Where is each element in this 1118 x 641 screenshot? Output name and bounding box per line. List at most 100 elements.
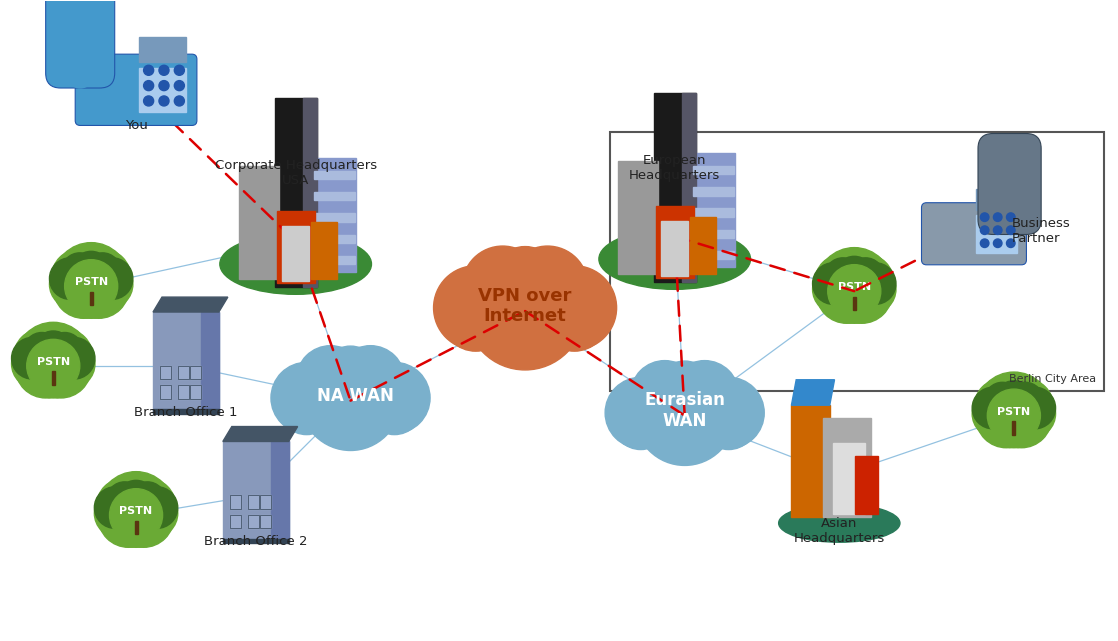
Polygon shape bbox=[313, 158, 357, 272]
Circle shape bbox=[174, 65, 184, 75]
Circle shape bbox=[605, 378, 676, 449]
Circle shape bbox=[813, 265, 862, 314]
FancyBboxPatch shape bbox=[46, 0, 115, 88]
Bar bbox=[248, 515, 259, 528]
Bar bbox=[178, 366, 189, 379]
Circle shape bbox=[1006, 389, 1055, 438]
Bar bbox=[89, 292, 93, 305]
Text: Berlin City Area: Berlin City Area bbox=[1008, 374, 1096, 384]
Polygon shape bbox=[823, 418, 871, 517]
Bar bbox=[229, 515, 241, 528]
Bar bbox=[248, 495, 259, 509]
Circle shape bbox=[72, 251, 111, 290]
Circle shape bbox=[671, 361, 739, 429]
Circle shape bbox=[68, 258, 129, 319]
Text: PSTN: PSTN bbox=[837, 282, 871, 292]
Bar bbox=[314, 192, 354, 201]
Circle shape bbox=[174, 81, 184, 90]
Circle shape bbox=[27, 339, 79, 392]
FancyBboxPatch shape bbox=[978, 133, 1041, 235]
Bar bbox=[222, 538, 288, 543]
Circle shape bbox=[110, 488, 162, 542]
Circle shape bbox=[994, 226, 1002, 235]
Circle shape bbox=[113, 487, 174, 547]
Circle shape bbox=[30, 337, 92, 398]
Circle shape bbox=[84, 253, 121, 289]
FancyBboxPatch shape bbox=[75, 54, 197, 126]
Circle shape bbox=[816, 247, 892, 323]
Bar bbox=[160, 366, 171, 379]
Circle shape bbox=[49, 258, 92, 299]
Circle shape bbox=[479, 274, 571, 367]
Text: Branch Office 2: Branch Office 2 bbox=[203, 535, 307, 548]
Text: VPN over
Internet: VPN over Internet bbox=[479, 287, 571, 326]
Text: PSTN: PSTN bbox=[997, 407, 1031, 417]
Circle shape bbox=[434, 266, 518, 350]
Bar bbox=[160, 366, 171, 379]
Circle shape bbox=[976, 387, 1036, 448]
Circle shape bbox=[136, 487, 178, 528]
Bar bbox=[693, 187, 733, 196]
Polygon shape bbox=[690, 217, 717, 274]
Polygon shape bbox=[311, 222, 338, 279]
Circle shape bbox=[296, 345, 364, 414]
Bar bbox=[314, 235, 354, 243]
Circle shape bbox=[992, 387, 1052, 448]
Polygon shape bbox=[222, 426, 297, 442]
FancyBboxPatch shape bbox=[921, 203, 1026, 265]
Polygon shape bbox=[692, 153, 736, 267]
Circle shape bbox=[76, 249, 131, 304]
Polygon shape bbox=[239, 165, 278, 279]
Text: Asian
Headquarters: Asian Headquarters bbox=[794, 517, 885, 545]
Polygon shape bbox=[222, 442, 288, 540]
Circle shape bbox=[61, 253, 98, 289]
Bar bbox=[139, 37, 187, 62]
Circle shape bbox=[1014, 387, 1055, 429]
Bar bbox=[1013, 421, 1015, 435]
Bar bbox=[178, 366, 189, 379]
Circle shape bbox=[635, 366, 735, 465]
Circle shape bbox=[301, 351, 400, 451]
Polygon shape bbox=[792, 379, 834, 405]
Circle shape bbox=[984, 382, 1021, 419]
Circle shape bbox=[1006, 239, 1015, 247]
Circle shape bbox=[700, 392, 757, 449]
Polygon shape bbox=[833, 444, 865, 513]
Circle shape bbox=[129, 488, 178, 538]
Ellipse shape bbox=[778, 504, 900, 542]
Polygon shape bbox=[303, 97, 316, 287]
Text: Business
Partner: Business Partner bbox=[1012, 217, 1071, 246]
Bar bbox=[314, 171, 354, 179]
Polygon shape bbox=[618, 161, 657, 274]
Bar bbox=[160, 385, 171, 399]
Circle shape bbox=[854, 263, 896, 304]
Polygon shape bbox=[153, 297, 228, 312]
Circle shape bbox=[311, 370, 390, 448]
Circle shape bbox=[994, 239, 1002, 247]
Bar bbox=[134, 521, 138, 534]
Circle shape bbox=[840, 254, 893, 309]
Polygon shape bbox=[275, 97, 316, 287]
Circle shape bbox=[541, 284, 608, 351]
Text: PSTN: PSTN bbox=[37, 357, 69, 367]
Circle shape bbox=[832, 263, 892, 323]
Circle shape bbox=[1006, 226, 1015, 235]
Ellipse shape bbox=[220, 234, 371, 294]
Bar bbox=[51, 372, 55, 385]
Bar bbox=[178, 385, 189, 399]
Circle shape bbox=[508, 246, 588, 327]
Bar bbox=[693, 208, 733, 217]
Polygon shape bbox=[283, 226, 309, 281]
Bar bbox=[139, 67, 187, 112]
Bar bbox=[853, 297, 855, 310]
Circle shape bbox=[11, 337, 54, 379]
Polygon shape bbox=[792, 405, 830, 517]
Circle shape bbox=[16, 337, 76, 398]
Polygon shape bbox=[271, 442, 288, 540]
Circle shape bbox=[645, 385, 724, 463]
Bar bbox=[693, 166, 733, 174]
Bar bbox=[178, 385, 189, 399]
Circle shape bbox=[359, 362, 430, 433]
Bar bbox=[190, 385, 201, 399]
Circle shape bbox=[827, 265, 881, 317]
